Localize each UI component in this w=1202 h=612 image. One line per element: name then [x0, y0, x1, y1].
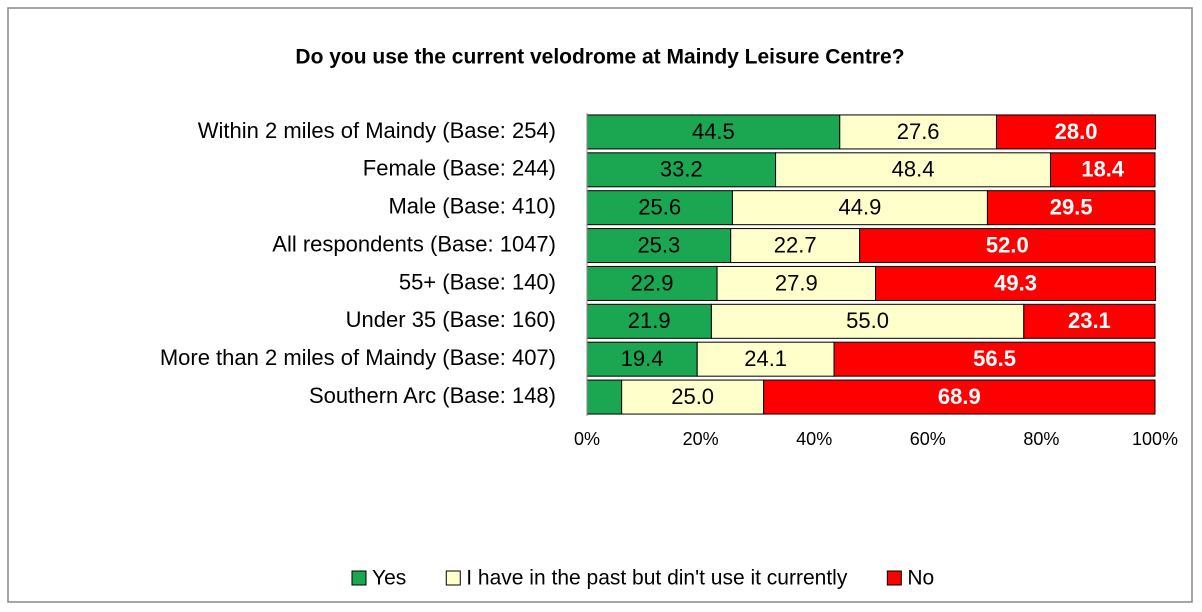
category-label: 55+ (Base: 140) [399, 269, 556, 294]
legend-label: No [907, 567, 934, 590]
bar-segment [621, 379, 765, 415]
value-label: 27.6 [897, 119, 940, 144]
bar-segment [1049, 152, 1156, 188]
value-label: 56.5 [973, 346, 1016, 371]
legend-label: I have in the past but din't use it curr… [466, 567, 848, 590]
bar-segment [586, 114, 841, 150]
bar-segment [586, 152, 777, 188]
x-tick-label: 100% [1132, 429, 1178, 449]
category-label: More than 2 miles of Maindy (Base: 407) [160, 345, 556, 370]
value-label: 21.9 [628, 308, 671, 333]
bar-segment [996, 114, 1157, 150]
bar-segment [710, 303, 1025, 339]
bar-segment [731, 190, 988, 226]
bar-segment [763, 379, 1156, 415]
value-label: 29.5 [1050, 195, 1093, 220]
bar-segment [775, 152, 1051, 188]
x-tick-label: 0% [574, 429, 600, 449]
bar-segment [986, 190, 1156, 226]
bar-segment [586, 265, 718, 301]
legend-swatch [886, 570, 902, 586]
value-label: 49.3 [994, 270, 1037, 295]
bar-segment [696, 341, 835, 377]
legend-swatch [445, 570, 461, 586]
legend-swatch [351, 570, 367, 586]
bar-segment [586, 379, 623, 415]
value-label: 55.0 [846, 308, 889, 333]
value-label: 27.9 [775, 270, 818, 295]
category-label: Male (Base: 410) [388, 194, 556, 219]
category-label: Within 2 miles of Maindy (Base: 254) [198, 118, 556, 143]
bar-segment [586, 341, 698, 377]
bar-segment [1023, 303, 1156, 339]
category-label: Under 35 (Base: 160) [346, 307, 556, 332]
value-label: 19.4 [621, 346, 664, 371]
x-tick-label: 80% [1023, 429, 1059, 449]
legend-label: Yes [372, 567, 406, 590]
category-label: Female (Base: 244) [363, 156, 556, 181]
value-label: 25.6 [638, 195, 681, 220]
x-tick-label: 60% [910, 429, 946, 449]
value-label: 44.5 [692, 119, 735, 144]
value-label: 25.0 [671, 384, 714, 409]
value-label: 24.1 [744, 346, 787, 371]
value-label: 18.4 [1081, 157, 1125, 182]
bar-segment [730, 228, 861, 264]
value-label: 25.3 [637, 232, 680, 257]
value-label: 23.1 [1068, 308, 1111, 333]
value-label: 33.2 [660, 157, 703, 182]
value-label: 68.9 [938, 384, 981, 409]
bar-segment [833, 341, 1156, 377]
value-label: 52.0 [986, 232, 1029, 257]
bar-segment [859, 228, 1156, 264]
category-label: Southern Arc (Base: 148) [309, 383, 556, 408]
bar-segment [875, 265, 1157, 301]
value-label: 28.0 [1055, 119, 1098, 144]
value-label: 48.4 [892, 157, 935, 182]
x-tick-label: 40% [796, 429, 832, 449]
x-tick-label: 20% [683, 429, 719, 449]
value-label: 44.9 [839, 195, 882, 220]
chart-title: Do you use the current velodrome at Main… [295, 46, 904, 69]
bar-segment [839, 114, 998, 150]
value-label: 22.7 [774, 232, 817, 257]
value-label: 22.9 [631, 270, 674, 295]
category-label: All respondents (Base: 1047) [272, 231, 556, 256]
